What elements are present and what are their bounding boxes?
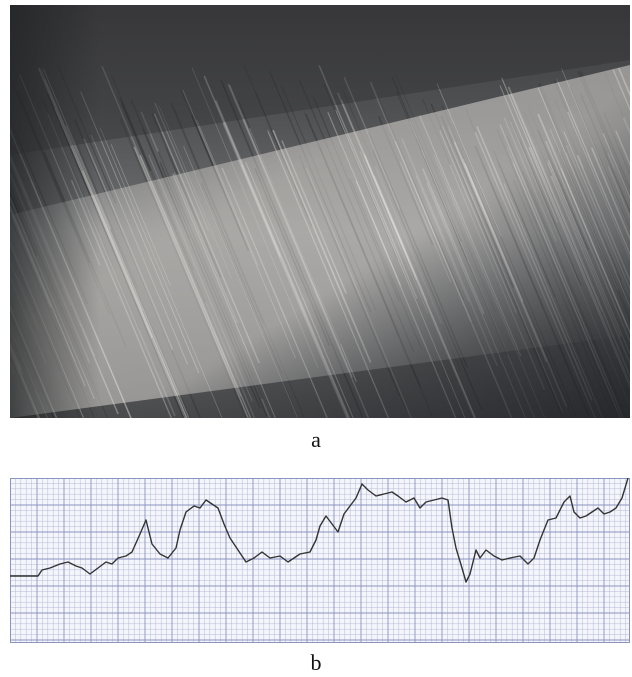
chart-paper <box>10 478 630 643</box>
panel-b-label: b <box>310 650 322 675</box>
metal-surface-photo <box>10 5 630 418</box>
profile-trace-line <box>10 478 629 583</box>
panel-a-label: a <box>311 427 321 452</box>
chart-grid-major <box>10 478 630 643</box>
profile-trace-chart <box>10 478 630 643</box>
chart-grid-minor <box>10 478 630 643</box>
